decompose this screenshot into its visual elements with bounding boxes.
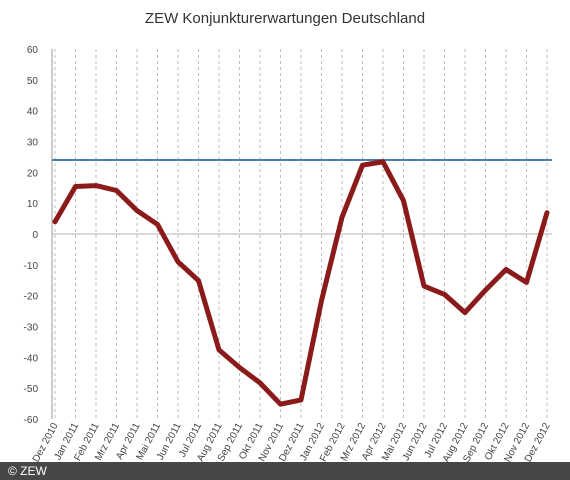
y-tick-label: 20 <box>27 168 39 179</box>
data-point <box>525 280 528 284</box>
y-tick-label: -60 <box>24 415 39 426</box>
y-tick-label: 10 <box>27 199 39 210</box>
y-tick-label: -20 <box>24 292 39 303</box>
data-point <box>340 215 344 219</box>
data-point <box>504 267 508 271</box>
data-point <box>443 292 446 296</box>
data-point <box>258 381 262 385</box>
y-tick-label: -30 <box>24 323 39 334</box>
data-point <box>463 311 467 315</box>
data-point <box>53 220 57 224</box>
point-layer <box>53 160 549 406</box>
data-point <box>135 209 139 213</box>
data-point <box>299 398 303 402</box>
data-point <box>279 402 282 406</box>
data-point <box>94 184 98 188</box>
y-tick-label: 30 <box>27 138 39 149</box>
y-tick-label: -10 <box>24 261 39 272</box>
data-point <box>176 260 180 264</box>
axis-layer <box>51 49 552 419</box>
chart-title: ZEW Konjunkturerwartungen Deutschland <box>144 10 426 27</box>
grid-layer <box>54 49 548 419</box>
data-point <box>422 284 426 288</box>
data-point <box>381 160 385 164</box>
y-tick-label: -40 <box>24 353 39 364</box>
data-point <box>115 189 118 193</box>
data-point <box>74 185 77 189</box>
data-point <box>545 211 549 215</box>
data-point <box>238 366 241 370</box>
y-tick-label: 0 <box>32 230 38 241</box>
y-tick-label: 50 <box>27 76 39 87</box>
y-tick-label: -50 <box>24 384 39 395</box>
copyright-text: © ZEW <box>8 464 47 478</box>
data-point <box>217 348 221 352</box>
copyright-bar: © ZEW <box>0 462 570 480</box>
data-point <box>320 299 323 303</box>
data-point <box>402 199 405 203</box>
data-point <box>197 279 200 283</box>
y-tick-label: 60 <box>27 45 39 56</box>
data-point <box>484 288 487 292</box>
data-point <box>361 163 364 167</box>
data-point <box>156 222 159 226</box>
y-tick-label: 40 <box>27 107 39 118</box>
